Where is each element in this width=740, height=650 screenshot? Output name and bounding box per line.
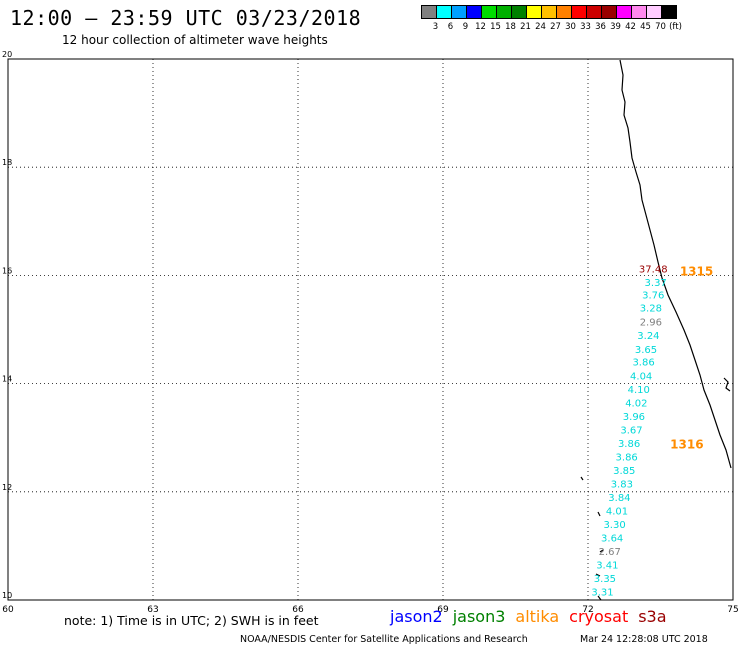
satellite-legend: jason2 jason3 altika cryosat s3a <box>390 607 677 626</box>
map-frame <box>7 58 734 601</box>
swh-value-label: 2.96 <box>640 318 662 329</box>
colorbar-label: 24 <box>535 22 546 32</box>
island-4 <box>595 573 601 577</box>
swh-value-label: 3.85 <box>613 466 635 477</box>
colorbar-label: 70 <box>655 22 666 32</box>
swh-value-label: 4.04 <box>630 371 652 382</box>
pass-number-label: 1316 <box>670 438 703 452</box>
satellite-legend-item: jason2 <box>390 607 443 626</box>
x-tick-label: 66 <box>292 605 304 615</box>
colorbar-label: 33 <box>580 22 591 32</box>
colorbar-label: 3 <box>432 22 439 32</box>
y-tick-label: 16 <box>2 266 12 275</box>
satellite-legend-item: s3a <box>638 607 667 626</box>
x-tick-label: 60 <box>2 605 14 615</box>
swh-value-label: 4.10 <box>628 385 650 396</box>
x-tick-label: 69 <box>437 605 449 615</box>
swh-value-label: 3.84 <box>608 493 630 504</box>
satellite-legend-item: jason3 <box>452 607 506 626</box>
colorbar-label: 6 <box>447 22 454 32</box>
colorbar-label: 30 <box>565 22 576 32</box>
colorbar-label: 45 <box>640 22 651 32</box>
swh-value-label: 3.30 <box>603 520 625 531</box>
y-tick-label: 10 <box>2 591 12 600</box>
west-india-coastline <box>619 59 732 469</box>
satellite-legend-item: altika <box>515 607 560 626</box>
y-tick-label: 12 <box>2 483 12 492</box>
coastline <box>580 59 732 601</box>
swh-value-label: 3.86 <box>632 358 654 369</box>
swh-value-label: 3.28 <box>640 304 662 315</box>
island-5 <box>580 476 584 481</box>
colorbar-label: 15 <box>490 22 501 32</box>
swh-value-label: 3.35 <box>594 574 616 585</box>
colorbar-label: 42 <box>625 22 636 32</box>
swh-value-label: 3.24 <box>637 331 659 342</box>
colorbar-label: (ft) <box>669 22 682 32</box>
swh-value-label: 3.86 <box>618 439 640 450</box>
x-tick-label: 75 <box>727 605 738 615</box>
pass-number-label: 1315 <box>680 264 713 278</box>
island-6 <box>597 595 602 601</box>
swh-value-label: 4.02 <box>625 398 647 409</box>
colorbar-label: 36 <box>595 22 606 32</box>
swh-value-label: 3.76 <box>642 291 664 302</box>
y-tick-label: 18 <box>2 158 12 167</box>
satellite-legend-item: cryosat <box>569 607 629 626</box>
colorbar-label: 9 <box>462 22 469 32</box>
swh-value-label: 3.37 <box>645 278 667 289</box>
swh-value-label: 3.67 <box>620 425 642 436</box>
swh-value-label: 2.67 <box>599 547 621 558</box>
credit-text: NOAA/NESDIS Center for Satellite Applica… <box>240 634 528 645</box>
swh-value-label: 4.01 <box>606 507 628 518</box>
swh-value-label: 3.31 <box>591 588 613 599</box>
colorbar-label: 27 <box>550 22 561 32</box>
island-2 <box>597 511 601 517</box>
colorbar-label: 12 <box>475 22 486 32</box>
y-tick-label: 14 <box>2 375 12 384</box>
colorbar-label: 18 <box>505 22 516 32</box>
lat-lon-grid <box>7 58 734 601</box>
swh-value-label: 3.65 <box>635 345 657 356</box>
swh-value-label: 3.41 <box>596 561 618 572</box>
x-tick-label: 72 <box>582 605 593 615</box>
swh-value-label: 3.96 <box>623 412 645 423</box>
map-title: 12:00 – 23:59 UTC 03/23/2018 <box>10 6 362 30</box>
axis-ticks: 60 63 66 69 72 75 10 12 14 16 18 20 <box>2 50 739 615</box>
x-tick-label: 63 <box>147 605 158 615</box>
pass-labels: 1315 1316 <box>670 264 713 451</box>
wave-height-colorbar <box>421 5 677 19</box>
colorbar-label: 39 <box>610 22 621 32</box>
island-3 <box>599 549 604 553</box>
timestamp-text: Mar 24 12:28:08 UTC 2018 <box>580 634 708 645</box>
map-subtitle: 12 hour collection of altimeter wave hei… <box>62 33 328 47</box>
swh-value-label: 3.64 <box>601 534 623 545</box>
colorbar-label: 21 <box>520 22 531 32</box>
y-tick-label: 20 <box>2 50 12 59</box>
island-1 <box>723 377 731 392</box>
colorbar-swatch <box>661 5 677 19</box>
note-text: note: 1) Time is in UTC; 2) SWH is in fe… <box>64 613 319 628</box>
swh-value-label: 37.48 <box>639 265 668 276</box>
swh-value-label: 3.83 <box>611 479 633 490</box>
swh-value-label: 3.86 <box>616 452 638 463</box>
swh-values: 37.48 3.37 3.76 3.28 2.96 3.24 3.65 3.86 4.04 4.1… <box>591 265 667 599</box>
